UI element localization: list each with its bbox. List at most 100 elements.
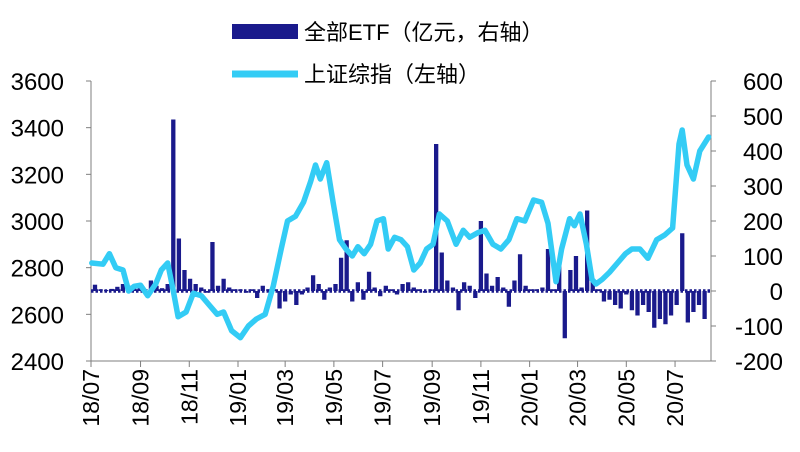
x-tick-label: 19/05 xyxy=(321,369,347,427)
etf-bar xyxy=(646,291,651,312)
left-tick-label: 2800 xyxy=(11,256,64,283)
etf-bar xyxy=(232,289,237,291)
left-tick-label: 2400 xyxy=(11,349,64,376)
right-tick-label: 400 xyxy=(743,139,783,166)
etf-bar xyxy=(137,287,142,291)
etf-bar xyxy=(573,256,579,291)
etf-bar xyxy=(322,291,327,300)
etf-bar xyxy=(685,291,690,323)
right-tick-label: -200 xyxy=(735,349,783,376)
etf-bar xyxy=(674,291,679,305)
etf-bar xyxy=(473,291,478,298)
etf-bar xyxy=(618,291,623,309)
etf-bar xyxy=(344,240,349,291)
etf-bar xyxy=(484,273,489,291)
legend: 全部ETF（亿元，右轴） 上证综指（左轴） xyxy=(232,20,544,87)
etf-bar xyxy=(400,284,405,291)
x-tick-label: 18/09 xyxy=(128,369,154,427)
etf-bar xyxy=(568,270,573,291)
etf-bar xyxy=(294,291,299,305)
etf-bar xyxy=(277,291,282,309)
etf-bar xyxy=(148,280,154,291)
etf-bar xyxy=(691,291,696,312)
index-line xyxy=(89,127,712,341)
etf-bar xyxy=(545,249,551,291)
legend-item-etf: 全部ETF（亿元，右轴） xyxy=(232,20,544,45)
etf-bar xyxy=(333,284,338,291)
etf-bar xyxy=(187,278,193,291)
right-tick-label: 500 xyxy=(743,104,783,131)
x-tick-label: 18/11 xyxy=(176,369,202,425)
etf-bar xyxy=(612,291,618,305)
etf-bar xyxy=(383,285,388,291)
left-tick-label: 3200 xyxy=(11,162,64,189)
etf-bars xyxy=(92,119,707,339)
etf-bar xyxy=(260,285,265,291)
etf-bar xyxy=(495,277,500,291)
etf-bar xyxy=(461,282,467,291)
etf-bar xyxy=(439,252,444,291)
etf-bar xyxy=(355,282,361,291)
left-tick-label: 3400 xyxy=(11,116,64,143)
x-tick-label: 19/07 xyxy=(370,369,396,427)
etf-bar xyxy=(702,291,707,319)
etf-bar xyxy=(171,119,176,291)
right-tick-label: 200 xyxy=(743,209,783,236)
etf-bar xyxy=(255,291,260,298)
legend-label-etf: 全部ETF（亿元，右轴） xyxy=(304,20,544,45)
etf-bar xyxy=(607,291,612,300)
etf-bar xyxy=(361,291,366,300)
etf-bar xyxy=(182,270,187,291)
etf-bar xyxy=(596,289,601,291)
x-tick-label: 19/03 xyxy=(272,369,298,427)
right-tick-label: -100 xyxy=(735,314,783,341)
left-tick-label: 3600 xyxy=(11,69,64,96)
etf-bar xyxy=(154,285,159,291)
etf-bar xyxy=(640,291,646,305)
etf-bar xyxy=(378,291,383,297)
right-tick-label: 600 xyxy=(743,69,783,96)
etf-bar xyxy=(529,289,534,291)
etf-bar xyxy=(501,287,506,291)
etf-bar xyxy=(635,291,640,316)
etf-bar xyxy=(215,285,221,291)
x-tick-label: 19/11 xyxy=(468,369,494,425)
etf-bar xyxy=(389,289,394,291)
etf-bar xyxy=(299,291,305,295)
etf-bar xyxy=(115,286,120,291)
legend-swatch-etf xyxy=(232,24,298,39)
right-tick-label: 300 xyxy=(743,174,783,201)
etf-bar xyxy=(227,287,232,291)
right-tick-label: 0 xyxy=(770,279,783,306)
etf-bar xyxy=(221,278,226,291)
etf-bar xyxy=(204,291,210,293)
etf-bar xyxy=(338,257,344,291)
etf-bar xyxy=(193,284,198,291)
etf-bar xyxy=(445,280,450,291)
etf-bar xyxy=(456,291,461,311)
etf-bar xyxy=(406,282,411,291)
etf-bar xyxy=(120,284,126,291)
legend-item-index: 上证综指（左轴） xyxy=(232,62,480,87)
right-axis-ticks: -200 -100 0 100 200 300 400 500 600 xyxy=(711,69,783,376)
x-tick-label: 19/09 xyxy=(419,369,445,427)
etf-bar xyxy=(316,284,321,291)
etf-bar xyxy=(176,238,182,291)
etf-bar xyxy=(92,284,98,291)
etf-bar xyxy=(629,291,635,311)
etf-bar xyxy=(696,291,702,305)
left-axis: 2400 2600 2800 3000 3200 3400 3600 xyxy=(11,69,92,376)
etf-bar xyxy=(350,291,355,302)
etf-bar xyxy=(366,271,372,291)
etf-bar xyxy=(506,291,512,307)
x-tick-label: 20/07 xyxy=(662,369,688,427)
etf-bar xyxy=(467,285,472,291)
right-tick-label: 100 xyxy=(743,244,783,271)
x-tick-label: 18/07 xyxy=(78,369,104,427)
etf-bar xyxy=(551,289,556,291)
etf-bar xyxy=(517,254,523,291)
etf-bar xyxy=(657,291,663,319)
x-tick-label: 20/03 xyxy=(565,369,591,427)
etf-bar xyxy=(523,285,528,291)
